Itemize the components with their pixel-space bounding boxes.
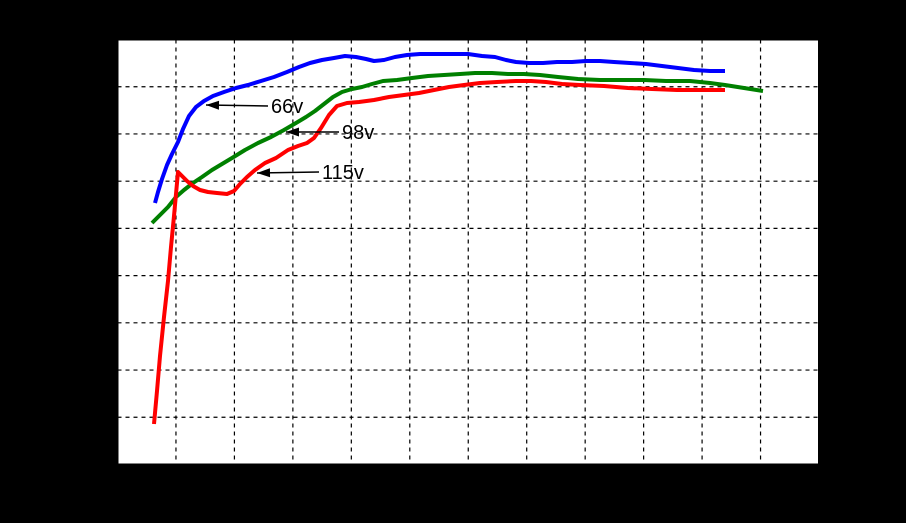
series-line-115v: [152, 79, 725, 425]
annotation-label-115v: 115v: [322, 162, 364, 184]
arrow-head-icon: [257, 168, 271, 178]
series-line-98v: [150, 71, 764, 225]
annotation-label-66v: 66v: [271, 96, 303, 118]
grid-lines: [117, 39, 819, 465]
arrow-head-icon: [286, 127, 299, 137]
axis-border: [116, 38, 820, 466]
series-line-66v: [153, 52, 725, 204]
annotation-115v: 115v: [256, 162, 364, 184]
annotation-66v: 66v: [205, 96, 303, 118]
annotation-98v: 98v: [286, 122, 374, 144]
arrow-head-icon: [206, 100, 220, 110]
annotation-label-98v: 98v: [342, 122, 374, 144]
